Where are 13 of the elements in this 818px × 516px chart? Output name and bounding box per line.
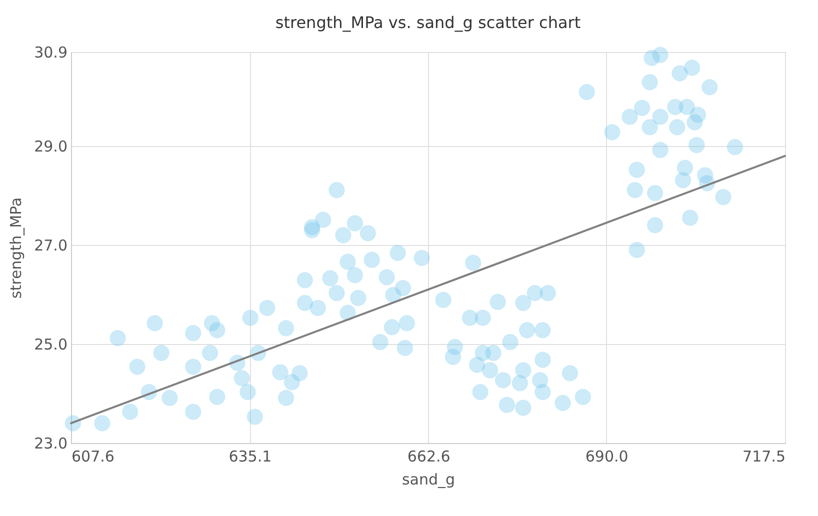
chart-title: strength_MPa vs. sand_g scatter chart [275,13,581,32]
y-tick-label: 25.0 [34,336,68,354]
x-tick-label: 662.6 [407,448,450,466]
y-tick-label: 29.0 [34,138,68,156]
x-tick-label: 690.0 [585,448,628,466]
x-tick-label: 717.5 [742,448,786,466]
x-tick-label: 607.6 [72,448,114,466]
y-tick-label: 30.9 [34,44,68,62]
y-tick-label: 27.0 [34,236,68,255]
x-tick-label: 635.1 [228,448,272,466]
x-axis-title: sand_g [402,470,456,488]
y-axis-title: strength_MPa [7,197,26,299]
y-tick-label: 23.0 [34,434,68,452]
